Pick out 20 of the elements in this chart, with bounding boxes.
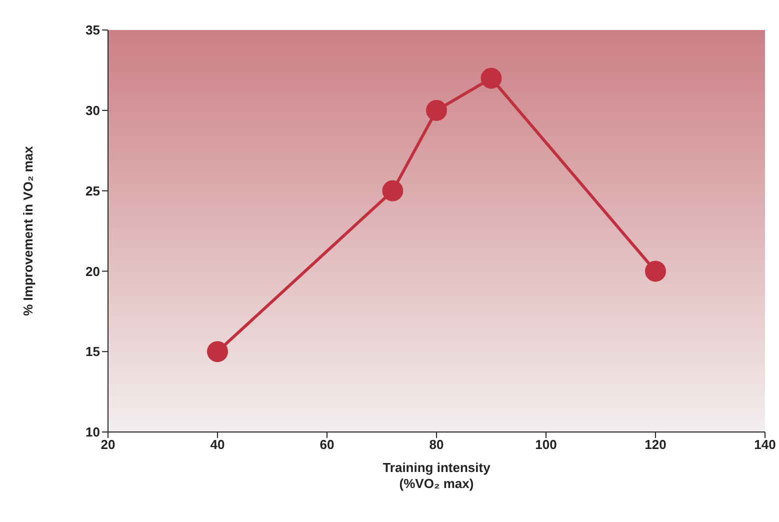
point <box>426 100 447 121</box>
y-tick-label: 30 <box>86 103 100 118</box>
x-tick-label: 140 <box>754 437 776 452</box>
point <box>207 341 228 362</box>
point <box>382 180 404 202</box>
y-tick-label: 20 <box>86 264 100 279</box>
y-tick-label: 15 <box>86 344 100 360</box>
y-axis-title: % Improvement in VO₂ max <box>20 145 36 316</box>
x-tick-label: 120 <box>644 437 666 452</box>
point <box>480 68 502 89</box>
x-tick-label: 80 <box>429 437 444 452</box>
x-tick-label: 100 <box>535 437 557 452</box>
x-tick-label: 20 <box>100 437 116 452</box>
x-tick-label: 40 <box>210 437 225 452</box>
y-tick-label: 35 <box>86 22 100 38</box>
y-tick-label: 10 <box>86 424 100 440</box>
point <box>645 260 666 282</box>
x-tick-label: 60 <box>320 437 334 452</box>
x-axis-title: Training intensity (%VO₂ max) <box>382 460 492 491</box>
y-tick-label: 25 <box>86 183 100 198</box>
